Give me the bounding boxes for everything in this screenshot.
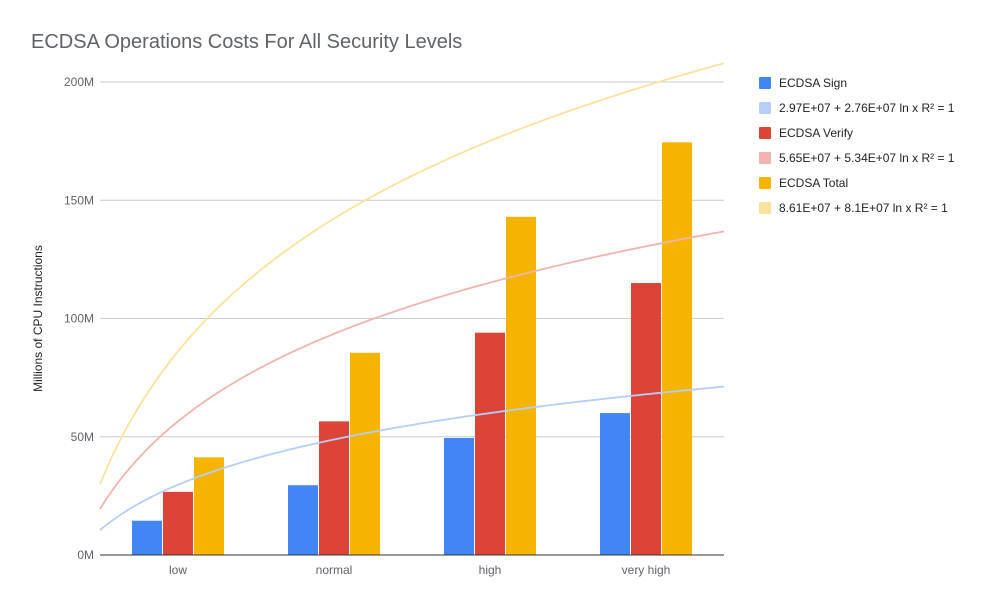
trendline [99, 230, 725, 510]
legend-swatch [759, 77, 771, 89]
bar-ecdsa-sign-low [132, 520, 162, 555]
legend-swatch [759, 177, 771, 189]
legend-swatch [759, 127, 771, 139]
legend-label: ECDSA Sign [779, 76, 847, 90]
axes: 0M 50M 100M 150M 200M Millions of CPU Instruc… [31, 75, 724, 577]
legend-label: 5.65E+07 + 5.34E+07 ln x R² = 1 [779, 151, 955, 165]
y-tick-label: 0M [77, 548, 94, 562]
legend-swatch [759, 102, 771, 114]
bar-ecdsa-sign-very-high [600, 413, 630, 555]
legend-swatch [759, 202, 771, 214]
x-tick-label: normal [316, 563, 353, 577]
bars [132, 142, 692, 555]
legend-swatch [759, 152, 771, 164]
x-tick-label: very high [622, 563, 671, 577]
trendlines [99, 62, 725, 531]
bar-ecdsa-sign-normal [288, 485, 318, 555]
x-tick-label: high [479, 563, 502, 577]
y-tick-label: 100M [64, 312, 94, 326]
gridlines [100, 81, 724, 438]
legend: ECDSA Sign 2.97E+07 + 2.76E+07 ln x R² = … [759, 76, 955, 215]
bar-ecdsa-sign-high [444, 437, 474, 555]
chart-title: ECDSA Operations Costs For All Security … [31, 31, 463, 53]
bar-ecdsa-total-very-high [662, 142, 692, 555]
bar-ecdsa-verify-high [475, 332, 505, 555]
x-tick-label: low [169, 563, 187, 577]
trendline [99, 385, 725, 531]
legend-label: ECDSA Verify [779, 126, 853, 140]
bar-ecdsa-verify-low [163, 491, 193, 555]
y-tick-label: 200M [64, 75, 94, 89]
bar-ecdsa-verify-normal [319, 421, 349, 555]
y-tick-label: 50M [71, 430, 94, 444]
legend-label: ECDSA Total [779, 176, 848, 190]
bar-ecdsa-total-low [194, 457, 224, 555]
bar-ecdsa-total-normal [350, 352, 380, 555]
bar-ecdsa-verify-very-high [631, 283, 661, 555]
bar-ecdsa-total-high [506, 216, 536, 555]
legend-label: 2.97E+07 + 2.76E+07 ln x R² = 1 [779, 101, 955, 115]
y-tick-label: 150M [64, 193, 94, 207]
y-axis-title: Millions of CPU Instructions [31, 245, 45, 392]
legend-label: 8.61E+07 + 8.1E+07 ln x R² = 1 [779, 201, 948, 215]
trendline [99, 62, 725, 485]
